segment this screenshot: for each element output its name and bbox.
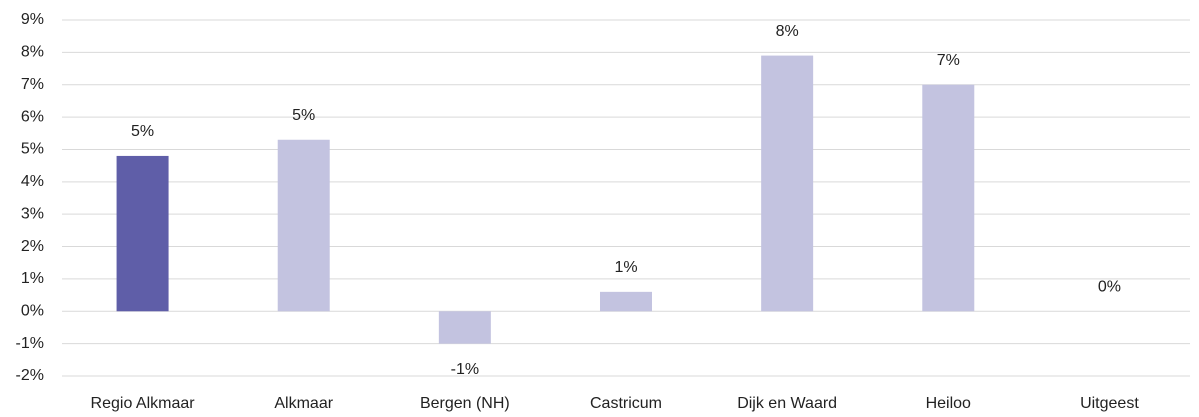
value-label: -1% [451,361,479,378]
y-tick-label: 5% [21,141,44,158]
value-label: 1% [614,259,637,276]
y-tick-label: -2% [16,367,44,384]
x-tick-label: Bergen (NH) [420,395,510,412]
y-tick-label: -1% [16,335,44,352]
y-tick-label: 1% [21,270,44,287]
bar [600,291,652,312]
y-tick-label: 2% [21,238,44,255]
y-tick-label: 7% [21,76,44,93]
x-tick-label: Alkmaar [274,395,333,412]
y-tick-label: 6% [21,108,44,125]
value-label: 5% [292,107,315,124]
bar [277,139,330,312]
y-tick-label: 9% [21,11,44,28]
y-tick-label: 3% [21,205,44,222]
x-tick-label: Dijk en Waard [737,395,837,412]
x-tick-label: Castricum [590,395,662,412]
value-label: 8% [776,23,799,40]
value-label: 7% [937,52,960,69]
bar [922,84,975,312]
value-label: 5% [131,123,154,140]
x-tick-label: Heiloo [926,395,971,412]
y-tick-label: 0% [21,302,44,319]
value-label: 0% [1098,278,1121,295]
x-tick-label: Uitgeest [1080,395,1139,412]
y-tick-label: 4% [21,173,44,190]
x-tick-label: Regio Alkmaar [91,395,196,412]
bar [116,155,169,312]
bar [438,311,491,344]
bar [761,55,814,312]
y-tick-label: 8% [21,44,44,61]
